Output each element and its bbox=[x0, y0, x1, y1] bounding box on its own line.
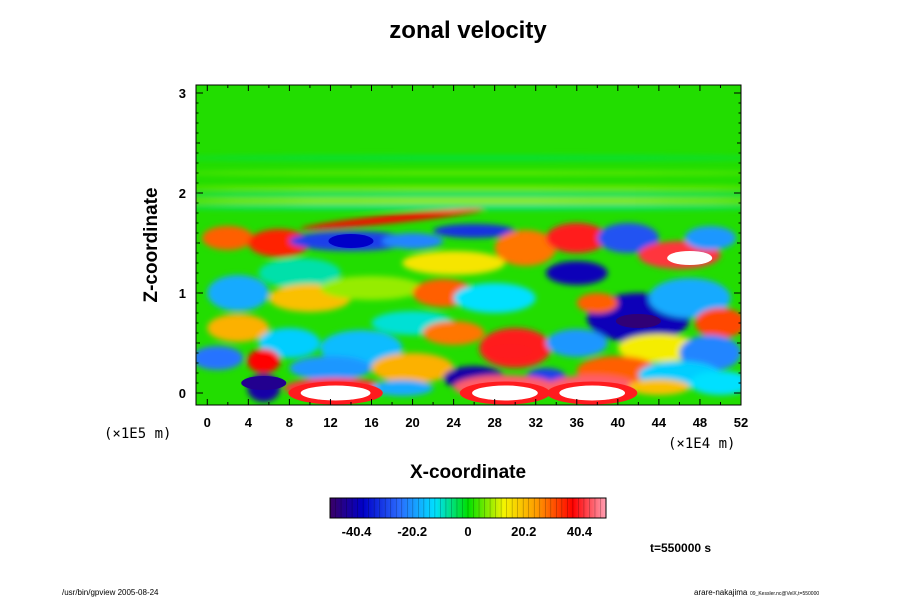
field-cell bbox=[258, 258, 341, 288]
colorbar-tick-label: 20.2 bbox=[511, 524, 536, 539]
field-cell bbox=[433, 224, 516, 238]
x-tick-label: 16 bbox=[364, 415, 378, 430]
y-tick-label: 2 bbox=[179, 186, 186, 201]
x-tick-label: 24 bbox=[446, 415, 461, 430]
x-tick-label: 8 bbox=[286, 415, 293, 430]
field-cell bbox=[241, 376, 287, 390]
x-tick-labels: 0 4 8 12 16 20 24 28 32 36 40 44 48 52 bbox=[204, 415, 749, 430]
field-cell bbox=[684, 226, 736, 250]
field-cell bbox=[689, 371, 741, 395]
field-cell bbox=[694, 308, 741, 338]
x-axis-label: X-coordinate bbox=[410, 462, 526, 483]
x-tick-label: 20 bbox=[405, 415, 419, 430]
field-cell bbox=[247, 349, 281, 373]
field-cell bbox=[300, 385, 371, 401]
field-cell bbox=[615, 314, 661, 328]
y-scale-label: (×1E5 m) bbox=[104, 426, 171, 442]
y-tick-marks bbox=[196, 92, 741, 394]
field-cell bbox=[196, 346, 244, 370]
field-cell bbox=[472, 385, 538, 401]
field-cell bbox=[453, 283, 536, 313]
colorbar-tick-labels: -40.4 -20.2 0 20.2 40.4 bbox=[342, 524, 593, 539]
field-cell bbox=[545, 329, 608, 357]
colorbar-divisions bbox=[335, 498, 601, 518]
field-cell bbox=[320, 276, 423, 300]
y-tick-label: 3 bbox=[179, 86, 186, 101]
y-tick-label: 1 bbox=[179, 286, 186, 301]
field-cell bbox=[202, 226, 254, 250]
field-cell bbox=[667, 251, 713, 265]
field-cell bbox=[289, 356, 372, 380]
footer-right-main: arare-nakajima bbox=[694, 588, 748, 597]
y-tick-label: 0 bbox=[179, 386, 186, 401]
field-cell bbox=[381, 233, 444, 249]
field-cell bbox=[679, 335, 741, 371]
x-tick-marks bbox=[206, 85, 742, 405]
colorbar-tick-label: -20.2 bbox=[397, 524, 427, 539]
x-tick-label: 40 bbox=[611, 415, 625, 430]
field-cell bbox=[328, 234, 374, 248]
footer-left: /usr/bin/gpview 2005-08-24 bbox=[62, 588, 159, 597]
field-cell bbox=[196, 170, 741, 176]
y-axis-label: Z-coordinate bbox=[141, 187, 162, 302]
x-tick-label: 52 bbox=[734, 415, 748, 430]
field-cell bbox=[545, 261, 608, 285]
field-cell bbox=[300, 208, 484, 230]
x-tick-label: 28 bbox=[487, 415, 501, 430]
field-cell bbox=[196, 155, 741, 161]
field-cell bbox=[196, 198, 741, 204]
field-cell bbox=[545, 223, 608, 253]
field-cell bbox=[371, 353, 454, 383]
chart-title: zonal velocity bbox=[389, 17, 547, 44]
field-cell bbox=[371, 380, 434, 396]
field-cell bbox=[617, 334, 700, 362]
x-tick-label: 4 bbox=[245, 415, 253, 430]
heatmap-field bbox=[196, 85, 741, 405]
field-cell bbox=[196, 185, 741, 191]
x-tick-label: 0 bbox=[204, 415, 211, 430]
field-cell bbox=[559, 385, 626, 401]
time-label: t=550000 s bbox=[650, 541, 711, 555]
field-cell bbox=[207, 275, 269, 311]
field-cell bbox=[248, 229, 310, 257]
field-cell bbox=[207, 314, 269, 342]
x-scale-label: (×1E4 m) bbox=[668, 436, 735, 452]
footer-right-sub: 09_Kessler.nc@VelX,t=550000 bbox=[750, 591, 819, 597]
x-tick-label: 48 bbox=[693, 415, 707, 430]
field-cell bbox=[628, 379, 690, 395]
field-cell bbox=[487, 344, 533, 358]
field-cell bbox=[402, 251, 505, 275]
y-tick-labels: 0 1 2 3 bbox=[179, 86, 186, 401]
field-cores bbox=[241, 234, 713, 405]
field-cell bbox=[494, 230, 557, 266]
plot-frame bbox=[195, 84, 742, 406]
x-tick-label: 12 bbox=[323, 415, 337, 430]
colorbar-tick-label: -40.4 bbox=[342, 524, 372, 539]
field-cell bbox=[597, 223, 659, 253]
x-tick-label: 36 bbox=[570, 415, 584, 430]
field-cell bbox=[258, 328, 321, 358]
field-cell bbox=[576, 293, 618, 313]
field-cell bbox=[196, 192, 741, 198]
colorbar-tick-label: 0 bbox=[464, 524, 471, 539]
colorbar bbox=[329, 497, 607, 519]
field-cell bbox=[196, 204, 741, 210]
colorbar-tick-label: 40.4 bbox=[567, 524, 593, 539]
field-cell bbox=[648, 278, 731, 318]
field-cell bbox=[422, 321, 485, 345]
x-tick-label: 44 bbox=[652, 415, 667, 430]
x-tick-label: 32 bbox=[528, 415, 542, 430]
